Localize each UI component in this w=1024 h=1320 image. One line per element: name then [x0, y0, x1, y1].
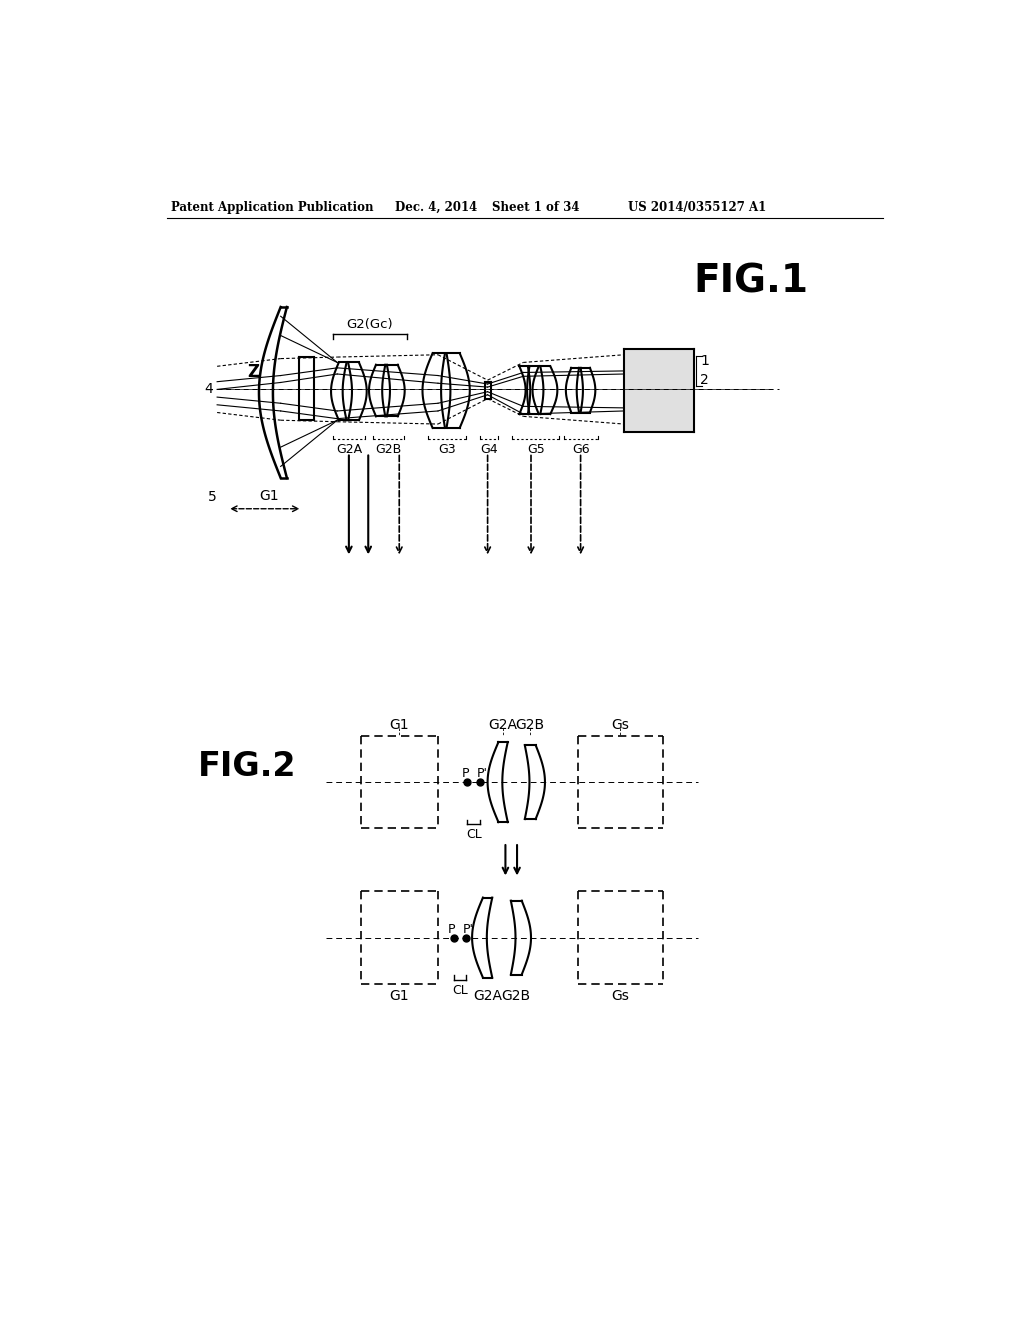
Text: Z: Z — [248, 363, 260, 381]
Text: Dec. 4, 2014: Dec. 4, 2014 — [395, 201, 477, 214]
Text: G1: G1 — [389, 989, 409, 1003]
Text: G2B: G2B — [502, 989, 530, 1003]
Text: 5: 5 — [208, 490, 217, 504]
Text: FIG.2: FIG.2 — [198, 750, 296, 783]
Text: Gs: Gs — [611, 718, 629, 733]
Text: Patent Application Publication: Patent Application Publication — [171, 201, 373, 214]
Text: P': P' — [477, 767, 487, 780]
Text: P: P — [447, 923, 455, 936]
Bar — [624, 350, 693, 432]
Text: G5: G5 — [526, 444, 545, 455]
Text: P: P — [462, 767, 469, 780]
Text: FIG.1: FIG.1 — [693, 263, 809, 301]
Text: G2(Gc): G2(Gc) — [346, 318, 393, 331]
Text: G1: G1 — [259, 490, 279, 503]
Text: G2A: G2A — [488, 718, 517, 733]
Text: US 2014/0355127 A1: US 2014/0355127 A1 — [628, 201, 766, 214]
Text: G6: G6 — [571, 444, 590, 455]
Text: CL: CL — [452, 983, 468, 997]
Text: CL: CL — [466, 828, 481, 841]
Text: 2: 2 — [700, 374, 709, 387]
Text: P': P' — [463, 923, 474, 936]
Text: G2A: G2A — [473, 989, 502, 1003]
Text: G1: G1 — [389, 718, 409, 733]
Text: Gs: Gs — [611, 989, 629, 1003]
Text: G2A: G2A — [336, 444, 361, 455]
Text: 1: 1 — [700, 354, 709, 368]
Text: Sheet 1 of 34: Sheet 1 of 34 — [493, 201, 580, 214]
Text: 4: 4 — [205, 383, 213, 396]
Text: G2B: G2B — [516, 718, 545, 733]
Text: G4: G4 — [480, 444, 498, 455]
Text: G3: G3 — [438, 444, 456, 455]
Text: G2B: G2B — [375, 444, 401, 455]
